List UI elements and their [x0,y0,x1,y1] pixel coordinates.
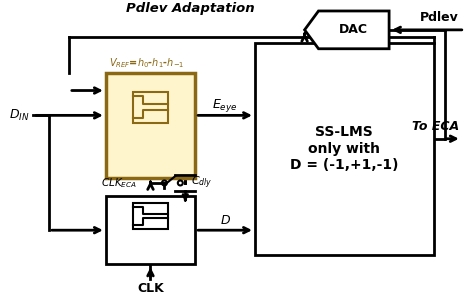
Text: $V_{REF}$=$h_0$-$h_1$-$h_{-1}$: $V_{REF}$=$h_0$-$h_1$-$h_{-1}$ [109,56,184,69]
Text: DAC: DAC [339,23,368,36]
Text: $CLK_{ECA}$: $CLK_{ECA}$ [101,176,137,190]
Text: $D_{IN}$: $D_{IN}$ [9,108,29,123]
Text: Pdlev: Pdlev [420,11,459,24]
Bar [106,73,195,178]
Text: $C_{dly}$: $C_{dly}$ [191,175,213,191]
Text: CLK: CLK [137,282,164,295]
Bar [255,43,434,254]
Text: $D$: $D$ [219,214,231,227]
Polygon shape [305,11,389,49]
Bar [132,203,168,229]
Bar [132,91,168,123]
Text: To ECA: To ECA [411,120,459,133]
Text: Pdlev Adaptation: Pdlev Adaptation [126,2,255,15]
Text: $E_{eye}$: $E_{eye}$ [212,97,238,114]
Text: SS-LMS
only with
D = (-1,+1,-1): SS-LMS only with D = (-1,+1,-1) [290,125,399,172]
Bar [106,196,195,265]
